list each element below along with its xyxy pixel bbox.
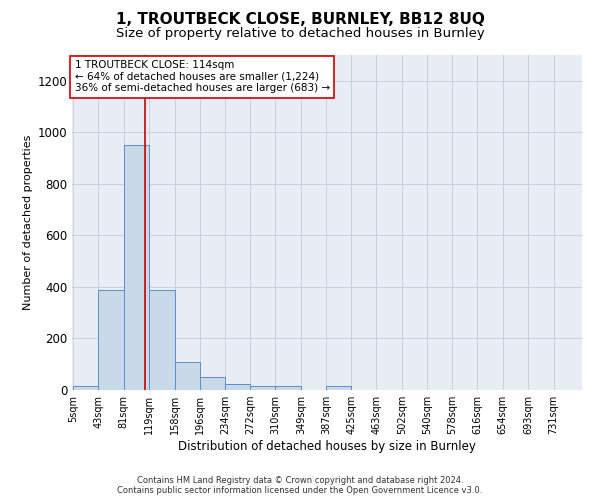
Bar — [250, 386, 275, 390]
Bar — [124, 145, 149, 390]
Bar — [73, 386, 98, 390]
Bar — [149, 290, 175, 390]
Text: 1 TROUTBECK CLOSE: 114sqm
← 64% of detached houses are smaller (1,224)
36% of se: 1 TROUTBECK CLOSE: 114sqm ← 64% of detac… — [74, 60, 330, 94]
Y-axis label: Number of detached properties: Number of detached properties — [23, 135, 33, 310]
Bar — [225, 384, 250, 390]
Bar — [326, 386, 351, 390]
Bar — [200, 377, 225, 390]
Text: Contains HM Land Registry data © Crown copyright and database right 2024.
Contai: Contains HM Land Registry data © Crown c… — [118, 476, 482, 495]
Bar — [175, 362, 200, 390]
Text: Size of property relative to detached houses in Burnley: Size of property relative to detached ho… — [116, 28, 484, 40]
Bar — [98, 290, 124, 390]
Text: 1, TROUTBECK CLOSE, BURNLEY, BB12 8UQ: 1, TROUTBECK CLOSE, BURNLEY, BB12 8UQ — [116, 12, 484, 28]
Bar — [275, 386, 301, 390]
X-axis label: Distribution of detached houses by size in Burnley: Distribution of detached houses by size … — [178, 440, 476, 453]
